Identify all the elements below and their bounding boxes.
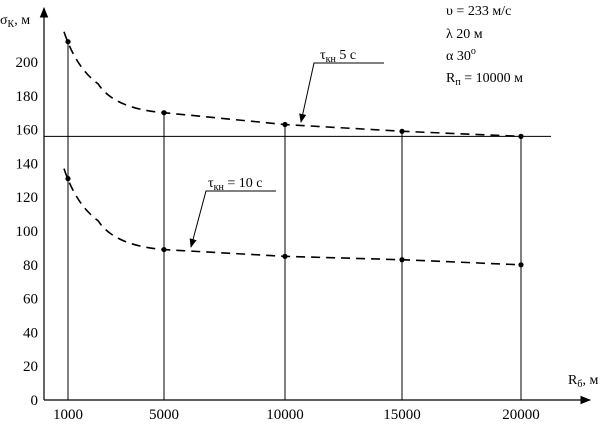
series-2-point-20000 <box>518 262 524 268</box>
series-2-point-1000 <box>65 176 71 182</box>
x-tick-label-5000: 5000 <box>149 407 179 423</box>
y-tick-label-40: 40 <box>23 325 38 341</box>
tick-labels: 0 20 40 60 80 100 120 140 160 180 200 1000 5000 10000… <box>16 55 540 423</box>
y-tick-label-180: 180 <box>16 89 39 105</box>
grid-verticals <box>44 41 551 400</box>
param-range: Rп = 10000 м <box>446 71 523 88</box>
params-block: υ = 233 м/с λ 20 м α 30о Rп = 10000 м <box>446 4 523 88</box>
series-2-callout: τкн = 10 с <box>189 176 276 248</box>
y-tick-label-60: 60 <box>23 292 38 308</box>
series-1-callout: τкн 5 с <box>299 48 384 123</box>
y-tick-label-0: 0 <box>31 393 39 409</box>
series-1-point-10000 <box>282 121 288 128</box>
series-layer <box>63 31 524 268</box>
x-tick-label-1000: 1000 <box>53 407 83 423</box>
param-speed: υ = 233 м/с <box>446 4 511 19</box>
y-tick-label-20: 20 <box>23 359 38 375</box>
y-tick-label-80: 80 <box>23 258 38 274</box>
y-tick-label-140: 140 <box>16 156 39 172</box>
series-1-point-15000 <box>399 128 405 134</box>
x-tick-label-10000: 10000 <box>266 407 304 423</box>
series-2-callout-line <box>189 190 276 248</box>
x-axis-label: Rб, м <box>568 373 598 390</box>
y-axis-label: σК, м <box>0 13 30 30</box>
series-2-line <box>63 168 522 266</box>
series-1-point-1000 <box>65 39 71 45</box>
y-tick-label-160: 160 <box>16 123 39 139</box>
y-tick-label-200: 200 <box>16 55 39 71</box>
param-wavelength: λ 20 м <box>446 27 483 42</box>
series-1-point-5000 <box>161 110 167 116</box>
series-2-point-5000 <box>161 246 167 253</box>
series-2-point-15000 <box>399 257 405 263</box>
series-1-point-20000 <box>518 133 524 139</box>
param-angle: α 30о <box>446 46 476 64</box>
series-2-point-10000 <box>282 253 288 259</box>
x-tick-label-15000: 15000 <box>383 407 421 423</box>
y-tick-label-120: 120 <box>16 190 39 206</box>
series-2-label: τкн = 10 с <box>208 176 262 193</box>
y-tick-label-100: 100 <box>16 224 39 240</box>
x-tick-label-20000: 20000 <box>502 407 540 423</box>
series-1-label: τкн 5 с <box>320 48 356 65</box>
series-1-callout-line <box>299 62 384 123</box>
